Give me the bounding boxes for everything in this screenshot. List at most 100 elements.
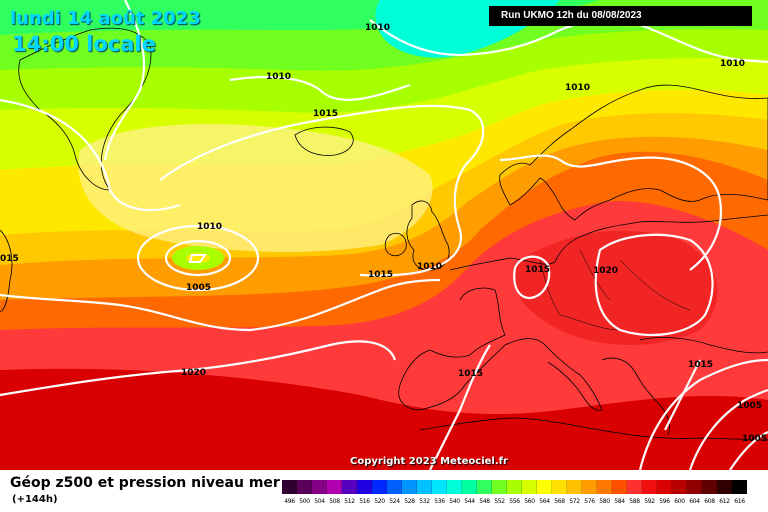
legend-tick: 508 <box>329 498 340 505</box>
label-1015-b: 1015 <box>368 270 393 280</box>
legend-swatch <box>417 480 432 494</box>
legend-footer: Géop z500 et pression niveau mer (+144h)… <box>0 470 768 512</box>
legend-swatch <box>657 480 672 494</box>
copyright-text: Copyright 2023 Meteociel.fr <box>350 456 508 467</box>
legend-tick: 496 <box>284 498 295 505</box>
isobar-1020-azores <box>0 340 397 397</box>
legend-tick: 596 <box>659 498 670 505</box>
legend-swatch <box>627 480 642 494</box>
legend-swatch <box>462 480 477 494</box>
legend-tick: 500 <box>299 498 310 505</box>
isobar-1005-corner <box>729 431 768 470</box>
italy-coast <box>504 338 603 411</box>
legend-swatch <box>642 480 657 494</box>
legend-tick: 536 <box>434 498 445 505</box>
isobar-1015-sub <box>664 359 701 431</box>
isobar-1015-ridge <box>159 104 485 277</box>
label-1005-c: 1005 <box>742 434 767 444</box>
legend-swatch <box>447 480 462 494</box>
label-1020-b: 1020 <box>181 368 206 378</box>
isobar-1015-south <box>429 344 491 470</box>
legend-swatch <box>342 480 357 494</box>
legend-tick: 584 <box>614 498 625 505</box>
legend-tick: 572 <box>569 498 580 505</box>
greenland-coast <box>18 27 152 191</box>
legend-swatch <box>387 480 402 494</box>
label-015: 015 <box>0 254 19 264</box>
legend-swatch <box>672 480 687 494</box>
legend-tick: 528 <box>404 498 415 505</box>
scandinavia-coast <box>499 84 768 221</box>
label-1015-a: 1015 <box>313 109 338 119</box>
isobar-1020-high <box>594 233 714 337</box>
legend-tick: 612 <box>719 498 730 505</box>
isobar-1015-east <box>638 358 768 470</box>
label-1010-e: 1010 <box>197 222 222 232</box>
isobar-1005-east <box>688 388 768 470</box>
label-1015-e: 1015 <box>688 360 713 370</box>
legend-tick: 608 <box>704 498 715 505</box>
label-1020-a: 1020 <box>593 266 618 276</box>
legend-tick: 616 <box>734 498 745 505</box>
iberia-france-coast <box>398 287 506 411</box>
color-scale <box>282 480 747 494</box>
legend-tick: 552 <box>494 498 505 505</box>
legend-swatch <box>297 480 312 494</box>
legend-tick: 588 <box>629 498 640 505</box>
north-europe-coast <box>449 214 768 271</box>
legend-tick: 568 <box>554 498 565 505</box>
label-1010-f: 1010 <box>417 262 442 272</box>
color-scale-ticks: 496 500 504 508 512 516 520 524 528 532 536 540 544 5… <box>282 498 747 505</box>
legend-swatch <box>537 480 552 494</box>
isobar-north-europe <box>499 154 723 271</box>
legend-swatch <box>522 480 537 494</box>
legend-swatch <box>717 480 732 494</box>
isobar-greenland <box>103 0 146 161</box>
legend-tick: 544 <box>464 498 475 505</box>
label-1015-d: 1015 <box>458 369 483 379</box>
legend-swatch <box>402 480 417 494</box>
legend-swatch <box>327 480 342 494</box>
isobar-1005-low <box>164 239 232 277</box>
isobar-1015-cell <box>513 255 551 300</box>
black-sea-coast <box>639 337 768 354</box>
isobar-1010-west <box>0 98 181 212</box>
legend-swatch <box>507 480 522 494</box>
legend-tick: 532 <box>419 498 430 505</box>
legend-tick: 564 <box>539 498 550 505</box>
legend-tick: 600 <box>674 498 685 505</box>
isobar-1015-atlantic <box>0 278 441 332</box>
legend-tick: 540 <box>449 498 460 505</box>
legend-swatch <box>552 480 567 494</box>
north-africa-coast <box>419 417 768 441</box>
iceland-coast <box>294 126 354 156</box>
isobar-1010-greenland-sea <box>229 75 411 101</box>
isobar-1010-low <box>136 224 260 292</box>
legend-swatch <box>432 480 447 494</box>
legend-swatch <box>372 480 387 494</box>
legend-tick: 580 <box>599 498 610 505</box>
legend-tick: 576 <box>584 498 595 505</box>
label-1010-d: 1010 <box>720 59 745 69</box>
legend-swatch <box>282 480 297 494</box>
legend-tick: 520 <box>374 498 385 505</box>
legend-tick: 504 <box>314 498 325 505</box>
isobar-labels: 1010 1010 1010 1010 1015 1010 1015 1015 … <box>0 23 767 444</box>
legend-tick: 548 <box>479 498 490 505</box>
legend-swatch <box>567 480 582 494</box>
ireland-coast <box>384 232 407 257</box>
label-1010-b: 1010 <box>266 72 291 82</box>
weather-map: 1010 1010 1010 1010 1015 1010 1015 1015 … <box>0 0 768 470</box>
legend-swatch <box>312 480 327 494</box>
legend-swatch <box>612 480 627 494</box>
legend-swatch <box>582 480 597 494</box>
label-1010-c: 1010 <box>565 83 590 93</box>
label-1015-c: 1015 <box>525 265 550 275</box>
legend-swatch <box>687 480 702 494</box>
isobar-inner-low <box>188 254 207 263</box>
legend-swatch <box>492 480 507 494</box>
legend-tick: 524 <box>389 498 400 505</box>
legend-tick: 604 <box>689 498 700 505</box>
legend-tick: 556 <box>509 498 520 505</box>
